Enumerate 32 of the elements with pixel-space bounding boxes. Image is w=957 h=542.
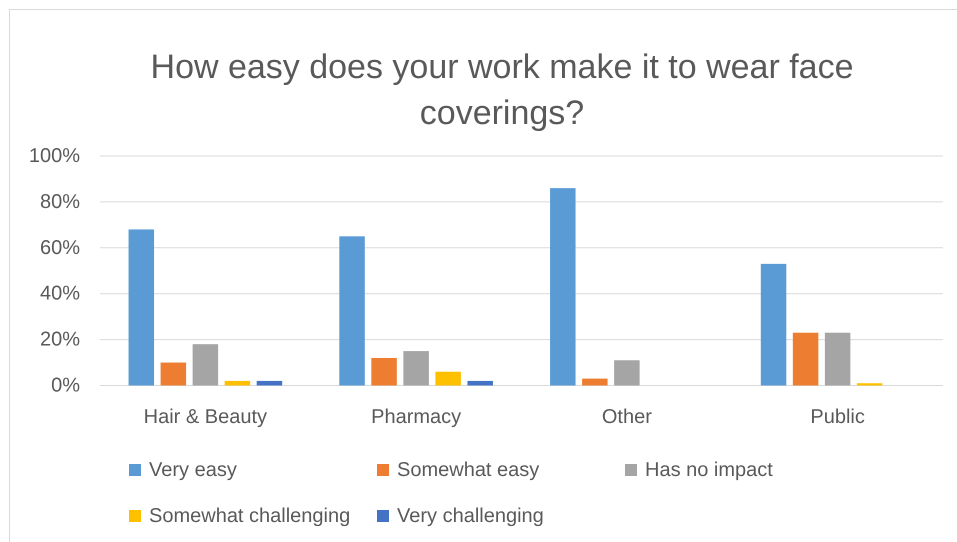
bar — [371, 358, 397, 386]
x-tick-label: Hair & Beauty — [144, 406, 268, 428]
bar — [550, 188, 576, 386]
legend-label: Very easy — [149, 459, 237, 481]
y-tick-label: 40% — [40, 282, 80, 305]
x-tick-label: Public — [810, 406, 865, 428]
bar — [467, 380, 493, 386]
y-tick-label: 20% — [40, 328, 80, 351]
legend-label: Somewhat easy — [397, 459, 540, 481]
x-tick-label: Pharmacy — [371, 406, 462, 428]
bar — [760, 264, 786, 386]
bar — [339, 236, 365, 386]
legend-label: Has no impact — [645, 459, 774, 481]
bar — [192, 344, 218, 386]
bar — [224, 380, 250, 386]
bar — [824, 332, 850, 386]
bar — [403, 351, 429, 386]
x-tick-label: Other — [602, 406, 652, 428]
y-tick-label: 0% — [51, 374, 80, 396]
bar — [614, 360, 640, 386]
bar — [582, 378, 608, 386]
bar — [792, 332, 818, 386]
y-tick-label: 80% — [40, 190, 80, 213]
legend-label: Very challenging — [397, 505, 544, 527]
y-tick-label: 100% — [28, 145, 80, 167]
y-tick-label: 60% — [40, 236, 80, 259]
legend-label: Somewhat challenging — [149, 505, 350, 527]
bar — [435, 372, 461, 386]
bar — [256, 380, 282, 386]
chart-title: How easy does your work make it to wear face coverings? — [150, 48, 854, 132]
bar — [128, 229, 154, 386]
bar — [160, 362, 186, 386]
